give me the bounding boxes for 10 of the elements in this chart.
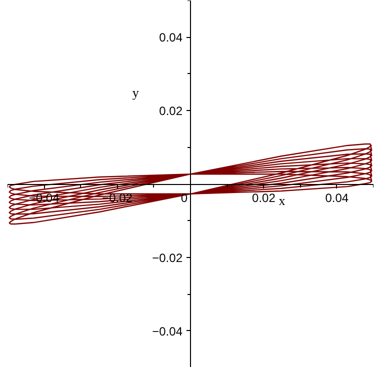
line-series bbox=[8, 143, 372, 225]
x-tick-label: 0.04 bbox=[325, 191, 349, 205]
y-axis-title: y bbox=[132, 84, 140, 100]
y-tick-label: −0.04 bbox=[152, 324, 183, 338]
y-tick-label: 0.02 bbox=[159, 104, 183, 118]
y-tick-label: −0.02 bbox=[152, 250, 183, 265]
x-tick-label: 0 bbox=[180, 191, 188, 205]
y-tick-label: 0.04 bbox=[159, 30, 183, 45]
x-tick-label: 0.02 bbox=[252, 191, 276, 205]
x-axis-title: x bbox=[278, 193, 286, 208]
